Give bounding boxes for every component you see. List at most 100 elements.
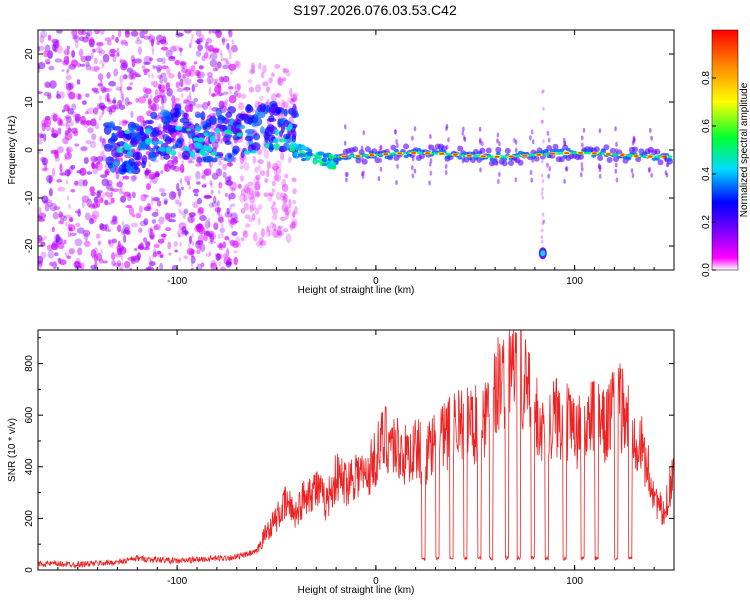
heatmap-cell (144, 175, 149, 179)
heatmap-cell (489, 155, 495, 158)
heatmap-cell (249, 196, 256, 204)
heatmap-cell (119, 86, 123, 92)
heatmap-cell (189, 43, 192, 49)
heatmap-cell (178, 257, 181, 262)
heatmap-cell (276, 229, 283, 239)
heatmap-cell (205, 37, 213, 44)
heatmap-cell (80, 120, 87, 126)
heatmap-cell (275, 191, 281, 201)
heatmap-cell (121, 96, 124, 102)
heatmap-cell (633, 155, 639, 157)
heatmap-cell (155, 208, 159, 214)
heatmap-cell (194, 125, 202, 132)
heatmap-cell (210, 127, 213, 132)
heatmap-cell (478, 126, 482, 132)
heatmap-cell (228, 63, 237, 71)
heatmap-cell (234, 236, 241, 247)
heatmap-cell (93, 90, 100, 94)
heatmap-cell (101, 87, 110, 92)
heatmap-cell (221, 124, 228, 132)
heatmap-cell (151, 45, 154, 51)
heatmap-cell (187, 215, 195, 224)
heatmap-cell (159, 75, 164, 84)
heatmap-cell (117, 30, 122, 38)
heatmap-cell (100, 151, 103, 157)
heatmap-cell (650, 172, 653, 178)
heatmap-cell (116, 130, 126, 139)
heatmap-cell (161, 233, 167, 241)
heatmap-cell (667, 157, 673, 162)
heatmap-cell (167, 241, 172, 250)
heatmap-cell (189, 66, 192, 72)
heatmap-cell (153, 243, 160, 249)
heatmap-cell (195, 223, 204, 233)
heatmap-cell (143, 206, 152, 212)
heatmap-cell (104, 199, 109, 206)
heatmap-cell (270, 93, 277, 102)
heatmap-cell (508, 160, 514, 166)
heatmap-cell (229, 89, 232, 95)
heatmap-cell (209, 165, 212, 171)
heatmap-cell (228, 48, 231, 54)
heatmap-cell (160, 109, 170, 117)
heatmap-cell (214, 252, 220, 257)
heatmap-cell (260, 71, 265, 79)
heatmap-cell (74, 238, 83, 247)
heatmap-cell (147, 265, 152, 270)
heatmap-cell (77, 62, 81, 68)
heatmap-cell (179, 154, 182, 160)
heatmap-cell (54, 252, 59, 257)
heatmap-cell (65, 123, 68, 129)
heatmap-cell (531, 157, 534, 163)
heatmap-cell (189, 69, 195, 77)
heatmap-cell (135, 74, 142, 78)
heatmap-cell (161, 57, 166, 65)
heatmap-cell (104, 87, 113, 93)
heatmap-cell (358, 149, 365, 156)
heatmap-cell (181, 82, 184, 88)
heatmap-cell (195, 103, 204, 109)
heatmap-cell (540, 119, 544, 124)
heatmap-cell (224, 235, 230, 241)
heatmap-cell (654, 148, 661, 155)
heatmap-cell (163, 200, 168, 205)
heatmap-cell (249, 205, 254, 213)
heatmap-cell (188, 142, 191, 148)
heatmap-cell (259, 240, 267, 246)
heatmap-cell (429, 134, 432, 139)
heatmap-cell (228, 256, 231, 262)
heatmap-cell (151, 73, 154, 79)
heatmap-cell (220, 243, 223, 249)
heatmap-cell (179, 241, 182, 247)
heatmap-cell (233, 256, 238, 266)
heatmap-cell (666, 162, 669, 168)
heatmap-cell (57, 127, 62, 135)
heatmap-cell (195, 240, 204, 245)
heatmap-cell (191, 241, 195, 246)
heatmap-cell (315, 154, 322, 160)
heatmap-cell (217, 234, 221, 239)
heatmap-cell (136, 115, 145, 123)
heatmap-cell (119, 186, 122, 192)
heatmap-cell (111, 216, 118, 225)
heatmap-cell (248, 86, 255, 93)
colorbar-tick-label: 0.0 (701, 263, 712, 277)
heatmap-cell (411, 151, 417, 154)
heatmap-cell (230, 187, 236, 192)
heatmap-cell (130, 123, 140, 129)
heatmap-cell (447, 137, 450, 143)
heatmap-cell (99, 78, 103, 84)
heatmap-cell (94, 261, 98, 270)
heatmap-cell (541, 179, 545, 184)
heatmap-cell (124, 30, 131, 38)
heatmap-cell (216, 199, 220, 208)
heatmap-cell (243, 202, 250, 211)
heatmap-cell (514, 147, 518, 153)
heatmap-cell (65, 74, 72, 81)
heatmap-cell (227, 80, 231, 86)
heatmap-cell (282, 196, 288, 205)
heatmap-cell (136, 36, 140, 42)
heatmap-cell (271, 162, 279, 171)
heatmap-cell (170, 149, 177, 157)
heatmap-cell (95, 233, 101, 239)
